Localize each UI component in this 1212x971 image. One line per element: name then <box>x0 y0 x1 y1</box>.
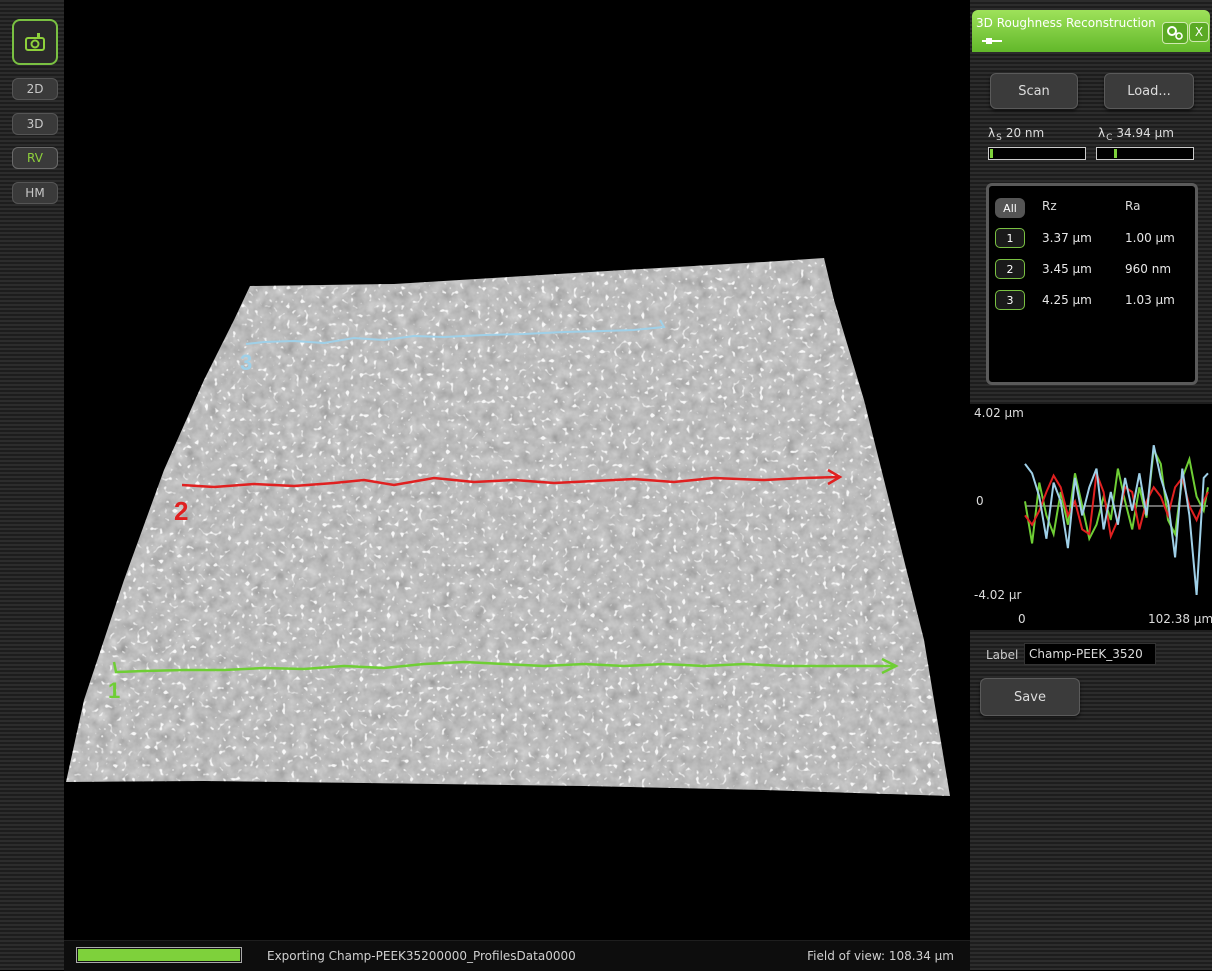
field-of-view-readout: Field of view: 108.34 μm <box>807 949 954 963</box>
view-3d-button[interactable]: 3D <box>12 113 58 135</box>
slider-icon <box>982 38 1002 44</box>
profile-label-3: 3 <box>240 350 252 375</box>
3d-viewport[interactable]: 3 2 1 <box>64 0 970 940</box>
close-button[interactable]: X <box>1189 22 1209 42</box>
lambda-c-sub: C <box>1106 133 1113 144</box>
roughness-results-table: All Rz Ra 1 3.37 μm 1.00 μm 2 3.45 μm 96… <box>986 183 1198 385</box>
lambda-c-label: λC 34.94 μm <box>1098 126 1174 143</box>
label-caption: Label <box>986 648 1019 662</box>
view-2d-button[interactable]: 2D <box>12 78 58 100</box>
profile-2-rz: 3.45 μm <box>1042 262 1092 276</box>
plot-y-min-label: -4.02 μr <box>974 588 1022 602</box>
lambda-s-slider[interactable] <box>988 147 1086 160</box>
export-progress-bar <box>76 947 242 963</box>
plot-x-max-label: 102.38 μm <box>1148 612 1212 626</box>
view-rv-button[interactable]: RV <box>12 147 58 169</box>
profile-plot: 4.02 μm 0 -4.02 μr 0 102.38 μm <box>970 404 1212 630</box>
ra-header: Ra <box>1125 199 1141 213</box>
profile-label-2: 2 <box>174 496 188 526</box>
camera-button[interactable] <box>12 19 58 65</box>
panel-header[interactable]: 3D Roughness Reconstruction X <box>972 10 1210 52</box>
load-button[interactable]: Load... <box>1104 73 1194 109</box>
plot-series-3 <box>1024 444 1209 595</box>
label-input[interactable] <box>1024 643 1156 665</box>
gears-icon <box>1167 26 1183 40</box>
scan-button[interactable]: Scan <box>990 73 1078 109</box>
lambda-s-sub: S <box>996 133 1002 144</box>
roughness-panel: 3D Roughness Reconstruction X Scan Load.… <box>970 0 1212 970</box>
profile-3-button[interactable]: 3 <box>995 290 1025 310</box>
surface-render[interactable]: 3 2 1 <box>64 0 970 940</box>
lambda-c-slider[interactable] <box>1096 147 1194 160</box>
profile-line-3 <box>245 319 666 345</box>
plot-y-max-label: 4.02 μm <box>974 406 1024 420</box>
plot-y-zero-label: 0 <box>976 494 984 508</box>
lambda-c-slider-fill <box>1114 149 1118 158</box>
save-button[interactable]: Save <box>980 678 1080 716</box>
view-toolbar: 2D 3D RV HM <box>0 0 64 970</box>
profile-1-ra: 1.00 μm <box>1125 231 1175 245</box>
status-message: Exporting Champ-PEEK35200000_ProfilesDat… <box>267 949 576 963</box>
profile-line-1 <box>112 657 899 675</box>
profile-2-ra: 960 nm <box>1125 262 1172 276</box>
profile-1-rz: 3.37 μm <box>1042 231 1092 245</box>
lambda-c-symbol: λ <box>1098 126 1106 140</box>
profile-label-1: 1 <box>108 678 120 703</box>
select-all-profiles-button[interactable]: All <box>995 198 1025 218</box>
profile-1-button[interactable]: 1 <box>995 228 1025 248</box>
lambda-s-label: λS 20 nm <box>988 126 1044 143</box>
status-bar: Exporting Champ-PEEK35200000_ProfilesDat… <box>64 940 970 971</box>
plot-x-min-label: 0 <box>1018 612 1026 626</box>
export-progress-fill <box>78 949 240 961</box>
surface-highlights <box>66 258 950 796</box>
lambda-c-value: 34.94 μm <box>1116 126 1174 140</box>
rz-header: Rz <box>1042 199 1057 213</box>
lambda-s-value: 20 nm <box>1005 126 1045 140</box>
profile-2-button[interactable]: 2 <box>995 259 1025 279</box>
lambda-s-symbol: λ <box>988 126 996 140</box>
settings-button[interactable] <box>1162 22 1188 44</box>
profile-line-2 <box>181 468 843 489</box>
camera-icon <box>25 33 45 51</box>
profile-3-ra: 1.03 μm <box>1125 293 1175 307</box>
panel-title: 3D Roughness Reconstruction <box>976 16 1156 30</box>
profile-plot-canvas <box>1024 444 1209 595</box>
view-hm-button[interactable]: HM <box>12 182 58 204</box>
lambda-s-slider-fill <box>990 149 993 158</box>
profile-3-rz: 4.25 μm <box>1042 293 1092 307</box>
